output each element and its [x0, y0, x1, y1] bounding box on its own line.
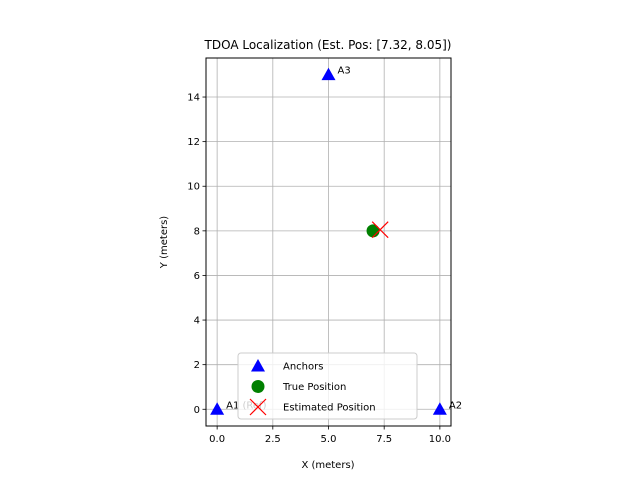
legend-label: Estimated Position	[283, 403, 376, 414]
chart-title: TDOA Localization (Est. Pos: [7.32, 8.05…	[204, 38, 452, 52]
anchor-triangle-marker	[210, 402, 225, 415]
x-ticks: 0.0 2.5 5.0 7.5 10.0	[209, 426, 451, 445]
true-position-marker	[366, 224, 380, 238]
y-tick-label: 4	[194, 316, 200, 327]
y-ticks: 0 2 4 6 8 10 12 14	[187, 93, 206, 416]
y-tick-label: 10	[187, 182, 200, 193]
anchor-triangle-marker	[432, 402, 447, 415]
legend-marker-x	[249, 398, 267, 416]
x-axis-label: X (meters)	[301, 460, 354, 471]
anchor-annotation: A2	[449, 400, 462, 411]
legend-entries: Anchors True Position Estimated Position	[249, 359, 376, 416]
legend-label: True Position	[282, 382, 346, 393]
data-points	[210, 67, 447, 415]
x-tick-label: 0.0	[209, 434, 225, 445]
legend-label: Anchors	[283, 362, 323, 373]
x-tick-label: 2.5	[265, 434, 281, 445]
y-tick-label: 8	[194, 226, 200, 237]
estimated-position-marker	[371, 221, 389, 239]
y-tick-label: 14	[187, 93, 200, 104]
y-tick-label: 6	[194, 271, 200, 282]
anchor-triangle-marker	[321, 67, 336, 81]
legend-marker-circle	[251, 380, 265, 393]
y-tick-label: 12	[187, 137, 200, 148]
x-tick-label: 10.0	[429, 434, 451, 445]
x-tick-label: 5.0	[321, 434, 337, 445]
y-tick-label: 2	[194, 360, 200, 371]
legend-frame	[237, 352, 418, 420]
x-tick-label: 7.5	[376, 434, 392, 445]
anchor-annotation: A3	[338, 66, 351, 77]
y-tick-label: 0	[194, 405, 200, 416]
legend-marker-triangle	[251, 359, 265, 372]
legend: Anchors True Position Estimated Position	[237, 352, 418, 420]
y-axis-label: Y (meters)	[159, 216, 170, 269]
plot-frame	[205, 57, 452, 427]
